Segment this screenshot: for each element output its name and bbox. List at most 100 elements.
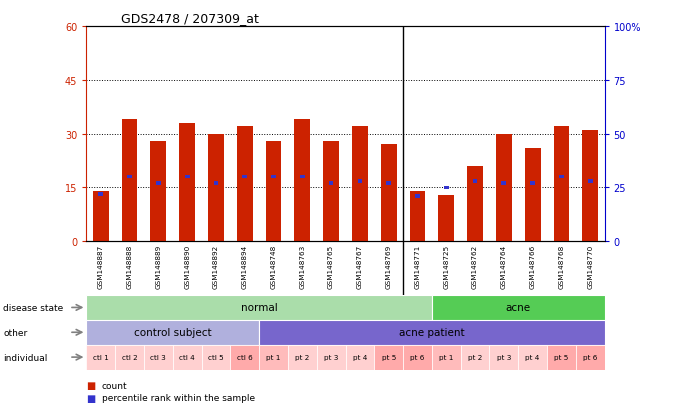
Bar <box>438 195 454 242</box>
Bar <box>115 345 144 370</box>
Text: control subject: control subject <box>134 328 211 337</box>
Text: GSM148763: GSM148763 <box>299 244 305 288</box>
Bar <box>316 345 346 370</box>
Bar <box>473 180 477 183</box>
Text: GDS2478 / 207309_at: GDS2478 / 207309_at <box>121 12 259 25</box>
Text: GSM148764: GSM148764 <box>501 244 507 288</box>
Bar <box>208 134 224 242</box>
Bar <box>237 127 253 242</box>
Text: GSM148770: GSM148770 <box>587 244 594 288</box>
Bar <box>127 176 132 179</box>
Text: percentile rank within the sample: percentile rank within the sample <box>102 393 255 402</box>
Text: GSM148769: GSM148769 <box>386 244 392 288</box>
Bar <box>86 320 259 345</box>
Text: pt 6: pt 6 <box>583 354 598 360</box>
Bar <box>524 149 540 242</box>
Text: pt 2: pt 2 <box>468 354 482 360</box>
Text: pt 4: pt 4 <box>352 354 367 360</box>
Bar <box>518 345 547 370</box>
Text: count: count <box>102 381 127 390</box>
Bar <box>93 192 108 242</box>
Bar <box>230 345 259 370</box>
Text: pt 5: pt 5 <box>554 354 569 360</box>
Bar <box>559 176 564 179</box>
Text: ■: ■ <box>86 393 95 403</box>
Bar <box>346 345 375 370</box>
Text: GSM148768: GSM148768 <box>558 244 565 288</box>
Bar <box>243 176 247 179</box>
Text: GSM148887: GSM148887 <box>97 244 104 288</box>
Bar <box>432 345 461 370</box>
Text: ctl 2: ctl 2 <box>122 354 138 360</box>
Text: ctl 5: ctl 5 <box>208 354 224 360</box>
Bar <box>444 186 448 190</box>
Bar <box>259 345 288 370</box>
Text: ctl 6: ctl 6 <box>237 354 253 360</box>
Text: normal: normal <box>240 303 278 313</box>
Bar <box>461 345 489 370</box>
Bar <box>502 182 507 185</box>
Text: GSM148725: GSM148725 <box>443 244 449 288</box>
Bar <box>403 345 432 370</box>
Bar <box>271 176 276 179</box>
Text: pt 1: pt 1 <box>266 354 281 360</box>
Text: ctl 1: ctl 1 <box>93 354 108 360</box>
Text: pt 6: pt 6 <box>410 354 425 360</box>
Bar <box>122 120 138 242</box>
Text: individual: individual <box>3 353 48 362</box>
Text: ctl 3: ctl 3 <box>151 354 167 360</box>
Text: pt 4: pt 4 <box>525 354 540 360</box>
Bar <box>202 345 230 370</box>
Text: pt 3: pt 3 <box>324 354 339 360</box>
Bar <box>496 134 512 242</box>
Bar <box>588 180 593 183</box>
Text: disease state: disease state <box>3 303 64 312</box>
Bar <box>144 345 173 370</box>
Text: pt 3: pt 3 <box>497 354 511 360</box>
Text: pt 5: pt 5 <box>381 354 396 360</box>
Bar <box>547 345 576 370</box>
Text: GSM148765: GSM148765 <box>328 244 334 288</box>
Text: GSM148889: GSM148889 <box>155 244 162 288</box>
Text: pt 1: pt 1 <box>439 354 453 360</box>
Text: GSM148771: GSM148771 <box>415 244 421 288</box>
Text: GSM148892: GSM148892 <box>213 244 219 288</box>
Bar <box>265 141 281 242</box>
Bar <box>583 131 598 242</box>
Bar <box>98 192 103 196</box>
Bar <box>86 345 115 370</box>
Bar <box>323 141 339 242</box>
Bar <box>352 127 368 242</box>
Bar <box>259 320 605 345</box>
Text: GSM148767: GSM148767 <box>357 244 363 288</box>
Bar <box>553 127 569 242</box>
Text: acne patient: acne patient <box>399 328 464 337</box>
Bar <box>288 345 316 370</box>
Bar <box>410 192 426 242</box>
Bar <box>214 182 218 185</box>
Bar <box>576 345 605 370</box>
Text: acne: acne <box>506 303 531 313</box>
Bar <box>415 195 420 198</box>
Bar <box>329 182 334 185</box>
Bar <box>156 182 161 185</box>
Bar <box>179 123 195 242</box>
Bar <box>530 182 535 185</box>
Bar <box>151 141 167 242</box>
Bar <box>489 345 518 370</box>
Text: GSM148894: GSM148894 <box>242 244 248 288</box>
Bar <box>173 345 202 370</box>
Text: GSM148890: GSM148890 <box>184 244 190 288</box>
Bar <box>467 166 483 242</box>
Text: ctl 4: ctl 4 <box>179 354 195 360</box>
Bar <box>381 145 397 242</box>
Bar <box>386 182 391 185</box>
Text: other: other <box>3 328 28 337</box>
Bar <box>300 176 305 179</box>
Bar <box>357 180 362 183</box>
Text: GSM148766: GSM148766 <box>529 244 536 288</box>
Text: GSM148762: GSM148762 <box>472 244 478 288</box>
Bar <box>375 345 403 370</box>
Text: pt 2: pt 2 <box>295 354 310 360</box>
Text: GSM148888: GSM148888 <box>126 244 133 288</box>
